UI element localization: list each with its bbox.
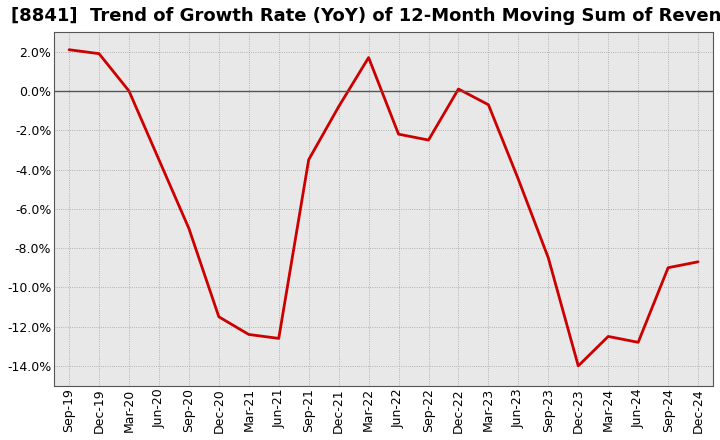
Title: [8841]  Trend of Growth Rate (YoY) of 12-Month Moving Sum of Revenues: [8841] Trend of Growth Rate (YoY) of 12-…	[11, 7, 720, 25]
